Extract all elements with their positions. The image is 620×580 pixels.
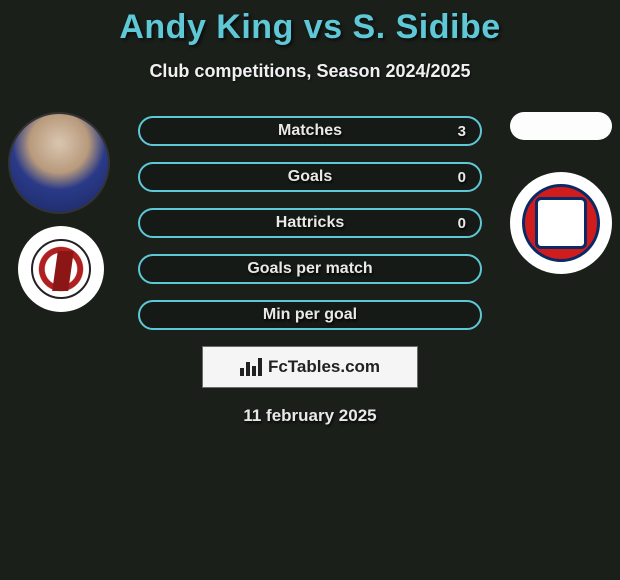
stat-label: Goals bbox=[288, 168, 332, 186]
stat-row-hattricks: Hattricks 0 bbox=[138, 208, 482, 238]
generated-date: 11 february 2025 bbox=[138, 406, 482, 426]
comparison-title: Andy King vs S. Sidibe bbox=[0, 0, 620, 47]
stat-row-goals-per-match: Goals per match bbox=[138, 254, 482, 284]
right-player-photo bbox=[510, 112, 612, 140]
left-player-photo bbox=[8, 112, 110, 214]
stat-row-matches: Matches 3 bbox=[138, 116, 482, 146]
stat-row-goals: Goals 0 bbox=[138, 162, 482, 192]
fctables-watermark: FcTables.com bbox=[202, 346, 418, 388]
stat-label: Min per goal bbox=[263, 306, 357, 324]
stat-value: 3 bbox=[458, 123, 466, 140]
bristol-crest-icon bbox=[31, 239, 91, 299]
stat-row-min-per-goal: Min per goal bbox=[138, 300, 482, 330]
stat-label: Hattricks bbox=[276, 214, 344, 232]
watermark-text: FcTables.com bbox=[268, 357, 380, 377]
stat-label: Goals per match bbox=[247, 260, 372, 278]
stats-bars: Matches 3 Goals 0 Hattricks 0 Goals per … bbox=[138, 116, 482, 426]
stat-value: 0 bbox=[458, 215, 466, 232]
stat-label: Matches bbox=[278, 122, 342, 140]
left-club-logo bbox=[18, 226, 104, 312]
left-player-column bbox=[8, 112, 110, 312]
right-player-column bbox=[510, 112, 612, 274]
bar-chart-icon bbox=[240, 358, 262, 376]
stoke-crest-icon bbox=[522, 184, 600, 262]
season-subtitle: Club competitions, Season 2024/2025 bbox=[0, 61, 620, 82]
right-club-logo bbox=[510, 172, 612, 274]
stat-value: 0 bbox=[458, 169, 466, 186]
